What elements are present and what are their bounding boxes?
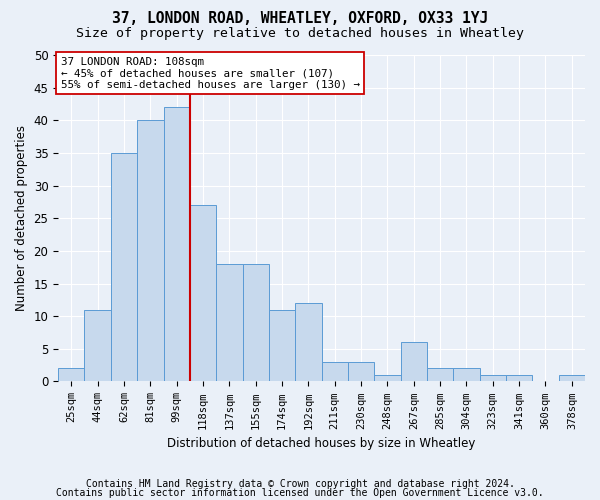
Bar — [269, 310, 295, 382]
Bar — [85, 310, 111, 382]
Bar — [479, 375, 506, 382]
Bar — [164, 107, 190, 382]
Bar — [453, 368, 479, 382]
Bar — [137, 120, 164, 382]
Y-axis label: Number of detached properties: Number of detached properties — [15, 125, 28, 311]
Bar — [58, 368, 85, 382]
Bar — [401, 342, 427, 382]
Text: 37, LONDON ROAD, WHEATLEY, OXFORD, OX33 1YJ: 37, LONDON ROAD, WHEATLEY, OXFORD, OX33 … — [112, 11, 488, 26]
Bar — [216, 264, 242, 382]
Text: Contains HM Land Registry data © Crown copyright and database right 2024.: Contains HM Land Registry data © Crown c… — [86, 479, 514, 489]
Text: Size of property relative to detached houses in Wheatley: Size of property relative to detached ho… — [76, 28, 524, 40]
Bar — [348, 362, 374, 382]
Bar — [559, 375, 585, 382]
Bar — [374, 375, 401, 382]
Bar — [190, 205, 216, 382]
Bar — [506, 375, 532, 382]
Bar — [242, 264, 269, 382]
Bar — [427, 368, 453, 382]
Text: Contains public sector information licensed under the Open Government Licence v3: Contains public sector information licen… — [56, 488, 544, 498]
Text: 37 LONDON ROAD: 108sqm
← 45% of detached houses are smaller (107)
55% of semi-de: 37 LONDON ROAD: 108sqm ← 45% of detached… — [61, 56, 360, 90]
Bar — [111, 153, 137, 382]
Bar — [295, 303, 322, 382]
Bar — [322, 362, 348, 382]
X-axis label: Distribution of detached houses by size in Wheatley: Distribution of detached houses by size … — [167, 437, 476, 450]
